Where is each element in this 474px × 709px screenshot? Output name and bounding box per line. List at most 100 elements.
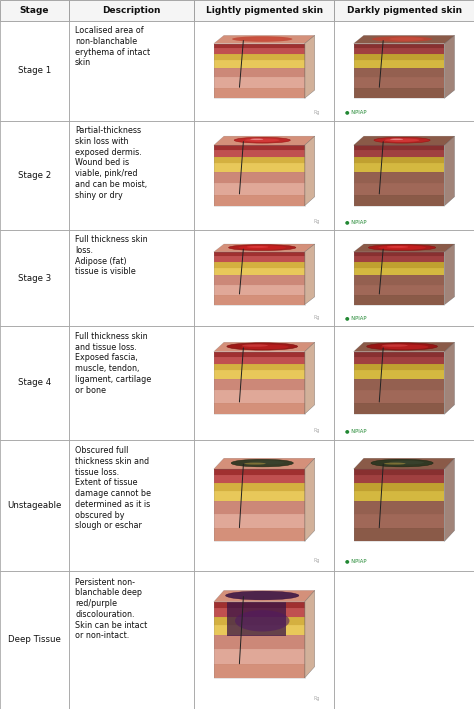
Bar	[334, 21, 474, 121]
Ellipse shape	[242, 345, 268, 347]
Bar	[214, 89, 305, 99]
Bar	[354, 475, 445, 484]
Ellipse shape	[385, 138, 419, 142]
Bar	[214, 172, 305, 183]
Bar	[214, 268, 305, 275]
Bar	[69, 121, 194, 230]
Bar	[354, 48, 445, 55]
Polygon shape	[354, 35, 455, 43]
Bar	[214, 284, 305, 295]
Bar	[214, 514, 305, 528]
Ellipse shape	[389, 38, 424, 41]
Bar	[354, 145, 445, 150]
Bar	[354, 403, 445, 414]
Bar	[214, 43, 305, 99]
Polygon shape	[214, 591, 315, 602]
Bar	[354, 528, 445, 541]
Bar	[214, 157, 305, 163]
Bar	[354, 379, 445, 391]
Polygon shape	[305, 342, 315, 414]
Ellipse shape	[371, 459, 433, 467]
Bar	[214, 195, 305, 206]
Bar	[354, 352, 445, 357]
Ellipse shape	[235, 610, 290, 632]
Bar	[354, 77, 445, 89]
Ellipse shape	[368, 245, 436, 250]
Ellipse shape	[234, 138, 290, 143]
Bar	[214, 352, 305, 414]
Bar	[194, 0, 334, 21]
Bar	[69, 571, 194, 709]
Ellipse shape	[381, 345, 428, 350]
Bar	[214, 357, 305, 364]
Bar	[214, 664, 305, 678]
Bar	[354, 183, 445, 195]
Text: Description: Description	[102, 6, 161, 15]
Bar	[69, 440, 194, 571]
Bar	[214, 469, 305, 541]
Bar	[354, 163, 445, 172]
Bar	[0, 21, 69, 121]
Ellipse shape	[228, 245, 296, 250]
Bar	[354, 195, 445, 206]
Text: Persistent non-
blanchable deep
red/purple
discolouration.
Skin can be intact
or: Persistent non- blanchable deep red/purp…	[75, 578, 147, 640]
Bar	[214, 77, 305, 89]
Text: Stage 3: Stage 3	[18, 274, 51, 283]
Bar	[214, 501, 305, 514]
Text: Darkly pigmented skin: Darkly pigmented skin	[346, 6, 462, 15]
Ellipse shape	[387, 246, 408, 248]
Bar	[354, 252, 445, 256]
Bar	[69, 0, 194, 21]
Bar	[214, 475, 305, 484]
Bar	[214, 608, 305, 617]
Bar	[0, 440, 69, 571]
Ellipse shape	[232, 36, 292, 42]
Text: Obscured full
thickness skin and
tissue loss.
Extent of tissue
damage cannot be
: Obscured full thickness skin and tissue …	[75, 446, 151, 530]
Text: Stage 4: Stage 4	[18, 379, 51, 387]
Bar	[354, 145, 445, 206]
Polygon shape	[214, 342, 315, 352]
Bar	[354, 252, 445, 305]
Bar	[334, 230, 474, 326]
Bar	[214, 391, 305, 403]
Bar	[0, 230, 69, 326]
Ellipse shape	[249, 38, 284, 41]
Bar	[334, 121, 474, 230]
Bar	[214, 262, 305, 268]
Bar	[214, 379, 305, 391]
Bar	[354, 275, 445, 284]
Bar	[354, 43, 445, 99]
Text: Rg: Rg	[314, 696, 320, 700]
Bar	[354, 370, 445, 379]
Ellipse shape	[247, 246, 268, 248]
Bar	[228, 602, 286, 636]
Ellipse shape	[249, 461, 284, 464]
Bar	[214, 145, 305, 150]
Text: Full thickness skin
loss.
Adipose (fat)
tissue is visible: Full thickness skin loss. Adipose (fat) …	[75, 235, 147, 277]
Bar	[354, 484, 445, 491]
Polygon shape	[445, 136, 455, 206]
Ellipse shape	[384, 462, 406, 464]
Text: Rg: Rg	[314, 316, 320, 320]
Bar	[354, 364, 445, 370]
Bar	[214, 352, 305, 357]
Bar	[214, 252, 305, 256]
Bar	[354, 514, 445, 528]
Polygon shape	[354, 136, 455, 145]
Polygon shape	[445, 342, 455, 414]
Bar	[214, 60, 305, 67]
Bar	[354, 60, 445, 67]
Bar	[194, 326, 334, 440]
Bar	[354, 284, 445, 295]
Text: Rg: Rg	[314, 428, 320, 432]
Bar	[214, 528, 305, 541]
Ellipse shape	[250, 138, 263, 140]
Polygon shape	[305, 244, 315, 305]
Ellipse shape	[241, 345, 289, 350]
Bar	[354, 262, 445, 268]
Polygon shape	[445, 244, 455, 305]
Text: Stage 1: Stage 1	[18, 67, 51, 75]
Polygon shape	[445, 35, 455, 99]
Bar	[354, 469, 445, 475]
Bar	[214, 484, 305, 491]
